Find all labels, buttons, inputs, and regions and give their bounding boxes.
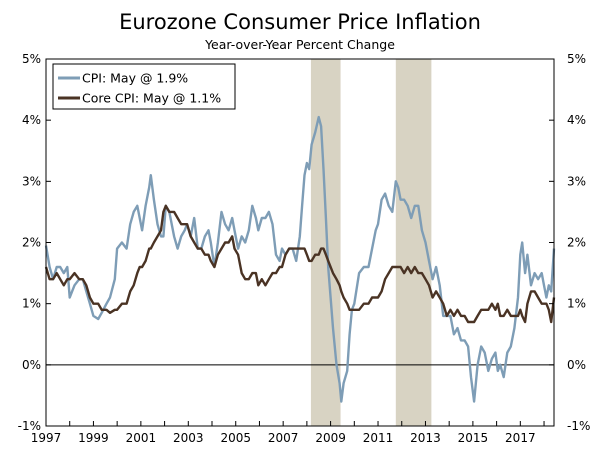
chart-subtitle: Year-over-Year Percent Change bbox=[204, 37, 395, 52]
recession-shading bbox=[310, 59, 432, 426]
y-tick-label: 1% bbox=[22, 297, 41, 311]
y-tick-label: 1% bbox=[567, 297, 586, 311]
x-tick-label: 2005 bbox=[220, 431, 251, 445]
y-axis-left: 5% 4% 3% 2% 1% 0% -1% bbox=[18, 52, 51, 433]
chart-title: Eurozone Consumer Price Inflation bbox=[119, 10, 481, 34]
y-tick-label: 3% bbox=[567, 174, 586, 188]
x-tick-label: 1997 bbox=[31, 431, 62, 445]
x-tick-label: 2001 bbox=[126, 431, 157, 445]
x-tick-label: 2011 bbox=[363, 431, 394, 445]
y-tick-label: 4% bbox=[22, 113, 41, 127]
x-tick-label: 2003 bbox=[173, 431, 204, 445]
x-tick-label: 2017 bbox=[505, 431, 536, 445]
legend-label-cpi: CPI: May @ 1.9% bbox=[82, 71, 188, 86]
y-tick-label: -1% bbox=[567, 419, 590, 433]
x-axis: 1997 1999 2001 2003 2005 2007 2009 2011 2013 2015… bbox=[31, 421, 545, 445]
y-tick-label: 2% bbox=[567, 236, 586, 250]
y-tick-label: 0% bbox=[567, 358, 586, 372]
legend: CPI: May @ 1.9% Core CPI: May @ 1.1% bbox=[52, 63, 236, 110]
y-tick-label: -1% bbox=[18, 419, 41, 433]
x-tick-label: 2007 bbox=[268, 431, 299, 445]
y-tick-label: 5% bbox=[567, 52, 586, 66]
y-tick-label: 4% bbox=[567, 113, 586, 127]
x-tick-label: 2013 bbox=[410, 431, 441, 445]
legend-label-core-cpi: Core CPI: May @ 1.1% bbox=[82, 91, 221, 106]
y-tick-label: 0% bbox=[22, 358, 41, 372]
recession-band-1 bbox=[310, 59, 341, 426]
y-tick-label: 5% bbox=[22, 52, 41, 66]
y-tick-label: 2% bbox=[22, 236, 41, 250]
x-tick-label: 2009 bbox=[315, 431, 346, 445]
legend-box bbox=[52, 63, 236, 110]
cpi-line bbox=[44, 115, 556, 403]
x-tick-label: 2015 bbox=[458, 431, 489, 445]
y-tick-label: 3% bbox=[22, 174, 41, 188]
x-tick-label: 1999 bbox=[78, 431, 109, 445]
y-axis-right: 5% 4% 3% 2% 1% 0% -1% bbox=[549, 52, 590, 433]
series-layer bbox=[44, 115, 556, 403]
core-cpi-line bbox=[44, 204, 556, 324]
